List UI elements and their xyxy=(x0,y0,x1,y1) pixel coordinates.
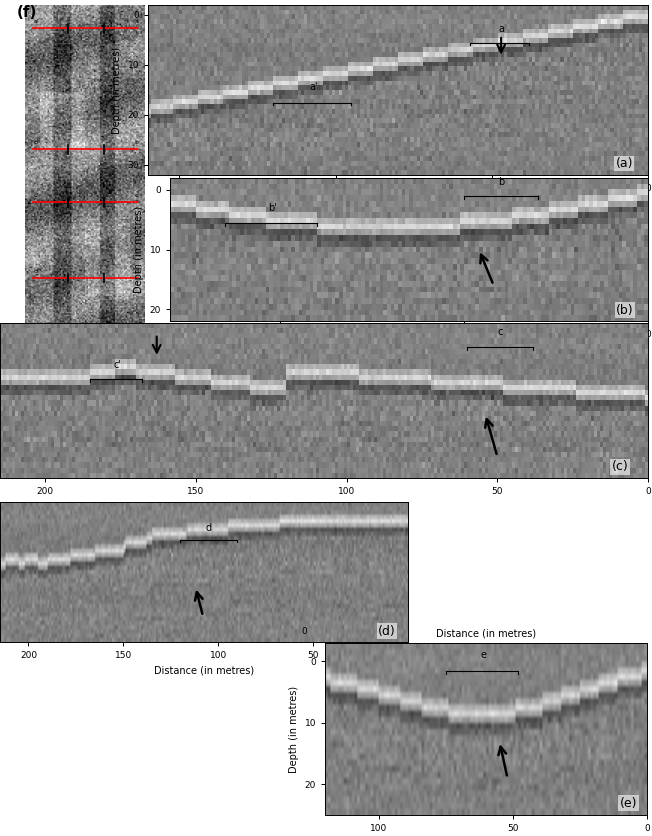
Y-axis label: Depth (in metres): Depth (in metres) xyxy=(289,686,299,772)
Text: Distance (in metres): Distance (in metres) xyxy=(436,629,536,639)
Text: (b): (b) xyxy=(616,303,634,317)
X-axis label: Distance (in metres): Distance (in metres) xyxy=(348,199,448,209)
Text: c: c xyxy=(497,328,503,338)
Text: d': d' xyxy=(33,268,39,273)
Y-axis label: Depth (in metres): Depth (in metres) xyxy=(134,206,144,293)
Text: e: e xyxy=(134,325,138,330)
X-axis label: Distance (in metres): Distance (in metres) xyxy=(359,344,459,354)
Text: (e): (e) xyxy=(620,797,638,810)
Text: a: a xyxy=(134,19,138,24)
Text: e': e' xyxy=(33,325,39,330)
Text: c': c' xyxy=(33,193,38,198)
Text: (d): (d) xyxy=(378,624,396,638)
Text: b: b xyxy=(497,177,504,187)
Text: c: c xyxy=(135,193,138,198)
Text: c': c' xyxy=(113,360,121,370)
Text: b': b' xyxy=(33,140,39,145)
Text: (c): (c) xyxy=(612,461,629,473)
Text: e: e xyxy=(481,650,486,660)
Text: b: b xyxy=(134,140,138,145)
Text: a': a' xyxy=(310,83,318,93)
Y-axis label: Depth (in metres): Depth (in metres) xyxy=(112,47,122,134)
Text: a: a xyxy=(498,24,504,34)
Text: d: d xyxy=(205,523,212,533)
Text: 0: 0 xyxy=(301,627,307,636)
X-axis label: Distance (in metres): Distance (in metres) xyxy=(154,665,254,675)
Text: b': b' xyxy=(269,202,277,212)
Text: (a): (a) xyxy=(615,157,633,170)
Text: (f): (f) xyxy=(17,5,37,20)
Text: a': a' xyxy=(33,19,39,24)
X-axis label: Distance (in metres): Distance (in metres) xyxy=(274,502,374,512)
Text: d: d xyxy=(134,268,138,273)
